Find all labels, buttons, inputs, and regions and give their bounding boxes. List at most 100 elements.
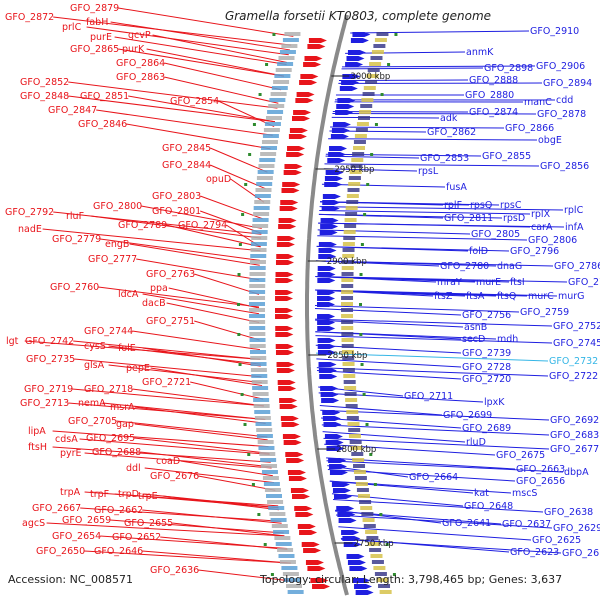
annotation-block — [260, 152, 277, 156]
gene-label: GFO_2847 — [48, 105, 97, 116]
annotation-block — [366, 74, 379, 78]
gene-label: glsA — [84, 360, 105, 371]
gene-label: mraY — [437, 277, 462, 288]
gene-label: GFO_2662 — [94, 505, 143, 516]
annotation-block — [262, 476, 279, 480]
connector-line — [134, 406, 266, 424]
reverse-gene-arrow — [330, 134, 349, 139]
reverse-gene-arrow — [317, 350, 336, 355]
gene-label: GFO_2641 — [442, 518, 491, 529]
annotation-block — [249, 266, 266, 270]
gene-label: asnB — [464, 322, 487, 333]
gene-label: ldcA — [118, 289, 139, 300]
connector-line — [321, 183, 446, 188]
connector-line — [190, 381, 264, 400]
gene-label: GFO_2718 — [84, 384, 133, 395]
forward-gene-arrow — [307, 566, 326, 571]
gene-label: trpF — [90, 489, 109, 500]
annotation-block — [286, 584, 303, 588]
annotation-block — [255, 188, 272, 192]
gene-label: mdh — [497, 334, 518, 345]
reverse-gene-arrow — [324, 182, 343, 187]
feature-marker — [237, 273, 241, 276]
annotation-block — [365, 530, 378, 534]
reverse-gene-arrow — [346, 554, 365, 559]
connector-line — [331, 116, 440, 119]
gene-label: carA — [531, 222, 553, 233]
gene-label: murC — [528, 291, 554, 302]
connector-line — [315, 275, 568, 283]
connector-line — [142, 550, 291, 564]
annotation-block — [341, 350, 354, 354]
gene-label: GFO_2739 — [462, 348, 511, 359]
gene-label: GFO_2638 — [544, 507, 593, 518]
gene-label: GFO_2625 — [532, 535, 581, 546]
forward-gene-arrow — [297, 524, 316, 529]
annotation-block — [342, 248, 355, 252]
annotation-block — [259, 158, 276, 162]
annotation-block — [261, 464, 278, 468]
connector-line — [144, 467, 275, 484]
forward-gene-arrow — [289, 128, 308, 133]
annotation-block — [249, 272, 266, 276]
annotation-block — [341, 326, 354, 330]
gene-label: dnaG — [497, 261, 522, 272]
annotation-block — [350, 164, 363, 168]
gene-label: GFO_2862 — [427, 127, 476, 138]
gene-label: pepE — [126, 363, 150, 374]
annotation-block — [268, 104, 285, 108]
gene-label: GFO_2854 — [170, 96, 219, 107]
feature-marker — [379, 513, 383, 516]
reverse-gene-arrow — [329, 470, 348, 475]
connector-line — [134, 437, 270, 454]
gene-label: GFO_2721 — [142, 377, 191, 388]
forward-gene-arrow — [277, 236, 296, 241]
gene-label: GFO_2759 — [520, 307, 569, 318]
feature-marker — [394, 33, 398, 36]
annotation-block — [253, 212, 270, 216]
annotation-block — [341, 284, 354, 288]
connector-line — [68, 95, 276, 123]
reverse-gene-arrow — [317, 338, 336, 343]
gene-label: GFO_2906 — [536, 61, 585, 72]
gene-label: GFO_2880 — [465, 90, 514, 101]
gene-label: GFO_2676 — [150, 471, 199, 482]
forward-gene-arrow — [275, 344, 294, 349]
feature-marker — [240, 393, 244, 396]
connector-line — [314, 305, 520, 313]
annotation-block — [353, 146, 366, 150]
gene-label: GFO_2752 — [553, 321, 600, 332]
feature-marker — [387, 63, 391, 66]
annotation-block — [341, 308, 354, 312]
gene-label: GFO_2719 — [24, 384, 73, 395]
annotation-block — [257, 440, 274, 444]
annotation-block — [352, 152, 365, 156]
connector-line — [319, 206, 564, 211]
annotation-block — [367, 68, 380, 72]
gene-label: ftsH — [28, 442, 47, 453]
reverse-gene-arrow — [320, 392, 339, 397]
reverse-gene-arrow — [347, 560, 366, 565]
annotation-block — [251, 230, 268, 234]
forward-gene-arrow — [291, 494, 310, 499]
annotation-block — [273, 530, 290, 534]
reverse-gene-arrow — [342, 536, 361, 541]
connector-line — [341, 538, 562, 554]
annotation-block — [373, 44, 386, 48]
annotation-block — [351, 452, 364, 456]
gene-label: GFO_2650 — [36, 546, 85, 557]
connector-line — [110, 21, 291, 51]
connector-line — [331, 493, 464, 507]
connector-line — [53, 16, 292, 46]
annotation-block — [374, 572, 387, 576]
annotation-block — [262, 134, 279, 138]
reverse-gene-arrow — [318, 362, 337, 367]
forward-gene-arrow — [280, 200, 299, 205]
annotation-block — [252, 386, 269, 390]
connector-line — [230, 178, 265, 203]
annotation-block — [356, 488, 369, 492]
annotation-block — [370, 56, 383, 60]
scale-label: 2850 kbp — [327, 351, 367, 361]
annotation-block — [365, 80, 378, 84]
gene-label: kat — [474, 488, 489, 499]
